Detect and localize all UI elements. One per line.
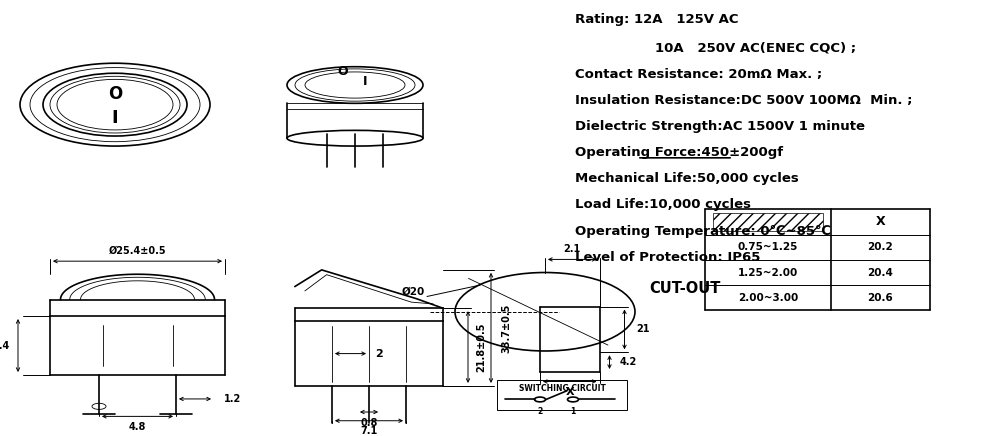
Text: Rating: 12A   125V AC: Rating: 12A 125V AC [575, 13, 738, 26]
Text: 2.00~3.00: 2.00~3.00 [738, 293, 798, 303]
Text: X: X [876, 215, 885, 228]
Text: 1.2: 1.2 [224, 394, 241, 404]
Text: 1: 1 [570, 407, 576, 416]
Text: Insulation Resistance:DC 500V 100MΩ  Min. ;: Insulation Resistance:DC 500V 100MΩ Min.… [575, 94, 912, 107]
Text: 10A   250V AC(ENEC CQC) ;: 10A 250V AC(ENEC CQC) ; [655, 41, 856, 54]
Text: 21.8±0.5: 21.8±0.5 [476, 322, 486, 372]
Text: Operating Force:450±200gf: Operating Force:450±200gf [575, 146, 783, 159]
Text: SWITCHING CIRCUIT: SWITCHING CIRCUIT [519, 384, 605, 393]
Text: Dielectric Strength:AC 1500V 1 minute: Dielectric Strength:AC 1500V 1 minute [575, 120, 865, 133]
Text: Level of Protection: IP65: Level of Protection: IP65 [575, 251, 760, 264]
Text: 4.8: 4.8 [129, 422, 146, 432]
Bar [713, 213, 823, 231]
Text: Ø25.4±0.5: Ø25.4±0.5 [109, 245, 166, 255]
Text: 2.1: 2.1 [564, 244, 581, 254]
Text: I: I [363, 75, 367, 89]
Text: 0.8: 0.8 [360, 418, 378, 428]
Text: 20.6: 20.6 [868, 293, 893, 303]
Text: 1.25~2.00: 1.25~2.00 [738, 268, 798, 277]
Text: Ø20: Ø20 [402, 287, 425, 297]
Text: CUT-OUT: CUT-OUT [649, 281, 721, 296]
Text: 7.1: 7.1 [360, 426, 378, 436]
Text: Load Life:10,000 cycles: Load Life:10,000 cycles [575, 198, 751, 211]
Text: O: O [108, 85, 122, 103]
Text: Mechanical Life:50,000 cycles: Mechanical Life:50,000 cycles [575, 172, 799, 185]
Text: 20.2: 20.2 [868, 242, 893, 252]
Text: 2: 2 [537, 407, 543, 416]
Bar [497, 380, 627, 410]
Text: 0.75~1.25: 0.75~1.25 [738, 242, 798, 252]
Text: 8±0.4: 8±0.4 [0, 341, 10, 351]
Text: 33.7±0.5: 33.7±0.5 [501, 303, 511, 353]
Text: Contact Resistance: 20mΩ Max. ;: Contact Resistance: 20mΩ Max. ; [575, 68, 822, 81]
Text: Operating Temperature: 0℃~85℃: Operating Temperature: 0℃~85℃ [575, 225, 831, 238]
Text: 21: 21 [637, 324, 650, 334]
Text: X: X [565, 387, 574, 397]
Text: I: I [112, 109, 118, 127]
Text: 20.4: 20.4 [868, 268, 893, 277]
Text: 2: 2 [375, 349, 383, 358]
Text: 4.2: 4.2 [620, 357, 637, 367]
Text: O: O [338, 65, 348, 78]
